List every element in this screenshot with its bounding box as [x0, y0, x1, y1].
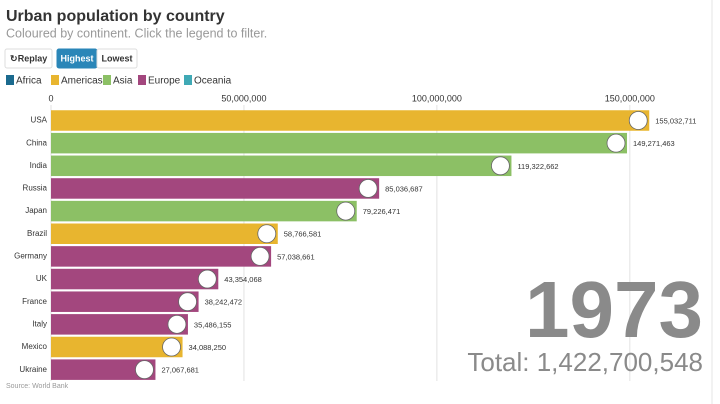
chart-subtitle: Coloured by continent. Click the legend … — [6, 26, 267, 40]
value-label: 119,322,662 — [517, 162, 558, 171]
category-label: USA — [31, 116, 48, 125]
button[interactable] — [4, 48, 53, 69]
category-label: Japan — [25, 206, 47, 215]
category-label: Brazil — [27, 229, 47, 238]
value-label: 43,354,068 — [224, 275, 262, 284]
legend-swatch[interactable] — [103, 75, 111, 85]
flag — [167, 314, 187, 334]
bar — [51, 200, 357, 222]
legend-swatch[interactable] — [184, 75, 192, 85]
value-label: 35,486,155 — [194, 320, 232, 329]
bar — [51, 178, 380, 199]
category-label: India — [30, 161, 48, 170]
bar — [51, 155, 512, 177]
flag — [491, 156, 510, 176]
category-label: Russia — [23, 184, 48, 193]
legend-label[interactable]: Europe — [148, 76, 181, 87]
bar — [51, 246, 272, 267]
legend-label[interactable]: Americas — [61, 76, 103, 87]
bar — [51, 314, 188, 335]
bar — [51, 223, 278, 244]
x-tick-label: 100,000,000 — [412, 93, 462, 103]
flag — [162, 337, 181, 357]
legend-label[interactable]: Africa — [16, 76, 42, 87]
category-label: UK — [36, 274, 48, 283]
category-label: Ukraine — [19, 365, 47, 374]
bar — [51, 336, 183, 358]
button-label[interactable]: Highest — [60, 53, 93, 63]
bar — [51, 291, 199, 312]
category-label: China — [26, 138, 47, 147]
x-tick-label: 50,000,000 — [221, 93, 266, 103]
total-label: Total: 1,422,700,548 — [467, 347, 703, 377]
x-tick-label: 0 — [48, 93, 53, 103]
category-label: Mexico — [22, 342, 48, 351]
value-label: 155,032,711 — [655, 116, 696, 125]
button-label[interactable]: Replay — [18, 53, 48, 63]
chart-title: Urban population by country — [6, 8, 225, 25]
value-label: 57,038,661 — [277, 252, 315, 261]
value-label: 27,067,681 — [161, 366, 199, 375]
flag — [358, 179, 378, 198]
button-label[interactable]: Lowest — [101, 53, 132, 63]
flag — [135, 360, 154, 380]
category-label: Italy — [32, 319, 47, 328]
flag — [250, 246, 270, 266]
replay-icon: ↻ — [10, 53, 18, 63]
value-label: 149,271,463 — [633, 139, 675, 148]
legend-swatch[interactable] — [138, 75, 146, 85]
value-label: 34,088,250 — [189, 343, 227, 352]
flag — [257, 224, 277, 244]
value-label: 79,226,471 — [363, 207, 401, 216]
bar — [51, 268, 219, 290]
value-label: 58,766,581 — [284, 230, 322, 239]
value-label: 85,036,687 — [385, 184, 423, 193]
flag — [628, 111, 648, 130]
flag — [178, 292, 197, 312]
category-label: France — [22, 297, 47, 306]
legend-label[interactable]: Oceania — [194, 76, 232, 87]
legend-label[interactable]: Asia — [113, 76, 133, 87]
flag — [197, 269, 217, 289]
flag — [606, 133, 626, 153]
value-label: 38,242,472 — [205, 298, 243, 307]
x-tick-label: 150,000,000 — [605, 93, 655, 103]
button[interactable] — [96, 48, 138, 69]
legend-swatch[interactable] — [51, 75, 59, 85]
bar — [51, 359, 156, 380]
source: Source: World Bank — [6, 383, 69, 390]
year-label: 1973 — [525, 265, 703, 354]
category-label: Germany — [14, 252, 47, 261]
bar — [51, 132, 628, 154]
legend-swatch[interactable] — [6, 75, 14, 85]
bar — [51, 110, 650, 131]
flag — [336, 201, 356, 221]
